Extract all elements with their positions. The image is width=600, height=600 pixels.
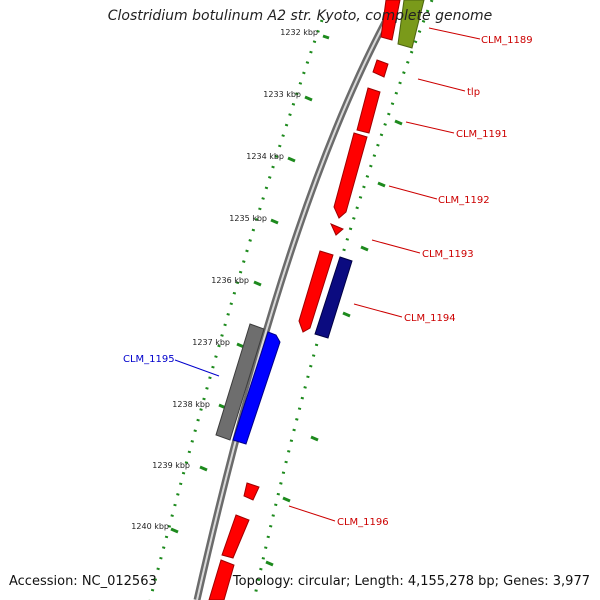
tick-mark [360, 245, 369, 252]
gene-arrow-tlp [372, 59, 389, 78]
gene-label: CLM_1194 [404, 313, 456, 324]
tick-mark [199, 465, 208, 472]
tick-mark [310, 435, 319, 442]
gene-arrow [298, 250, 334, 333]
gene-labels: CLM_1189 tlp CLM_1191 CLM_1192 CLM_1193 … [123, 35, 533, 528]
tick-mark [394, 119, 403, 126]
kbp-label: 1240 kbp [131, 522, 169, 531]
accession-text: Accession: NC_012563 [9, 574, 157, 589]
kbp-label: 1239 kbp [152, 461, 190, 470]
kbp-labels: 1232 kbp 1233 kbp 1234 kbp 1235 kbp 1236… [131, 28, 318, 531]
tick-mark [377, 181, 386, 188]
gene-label: CLM_1196 [337, 517, 389, 528]
map-title-overlay: Clostridium botulinum A2 str. Kyoto, com… [107, 8, 493, 24]
kbp-label: 1233 kbp [263, 90, 301, 99]
gene-label: CLM_1192 [438, 195, 490, 206]
outer-ring-ticks [265, 119, 403, 567]
gene-arrow-clm-1191 [356, 87, 381, 134]
gene-label: CLM_1193 [422, 249, 474, 260]
gene-arrow-clm-1194 [314, 256, 353, 339]
gene-arrow-clm-1195 [232, 331, 281, 445]
leader-line [371, 239, 421, 254]
gene-label: CLM_1195 [123, 354, 175, 365]
leader-line [388, 185, 438, 200]
tick-ring-inner [148, 19, 324, 600]
kbp-label: 1238 kbp [172, 400, 210, 409]
tick-mark [282, 496, 291, 503]
leader-line [174, 359, 220, 377]
kbp-tick-marks [170, 34, 330, 534]
gene-arrow [208, 559, 235, 600]
gene-arrow-clm-1193 [330, 223, 344, 236]
leader-line [353, 303, 403, 318]
leader-line [417, 78, 466, 92]
genome-summary-text: Topology: circular; Length: 4,155,278 bp… [232, 574, 590, 589]
genome-backbone [193, 0, 401, 600]
kbp-label: 1237 kbp [192, 338, 230, 347]
tick-mark [287, 156, 296, 163]
genes-outer [208, 0, 425, 600]
gene-arrow-gray [215, 323, 265, 441]
kbp-label: 1232 kbp [280, 28, 318, 37]
leader-lines [174, 27, 481, 522]
leader-line [428, 27, 481, 40]
kbp-label: 1234 kbp [246, 152, 284, 161]
leader-line [288, 505, 336, 522]
gene-label: CLM_1189 [481, 35, 533, 46]
kbp-label: 1235 kbp [229, 214, 267, 223]
genes-inner [215, 323, 281, 445]
gene-label: CLM_1191 [456, 129, 508, 140]
gene-arrow-clm-1192 [333, 132, 368, 219]
tick-mark [322, 34, 330, 40]
gene-arrow-clm-1189 [397, 0, 425, 49]
tick-mark [253, 280, 262, 287]
tick-mark [342, 311, 351, 318]
gene-arrow [221, 514, 250, 559]
gene-label: tlp [467, 87, 480, 98]
gene-arrow-clm-1196 [243, 482, 260, 501]
tick-mark [170, 527, 179, 534]
tick-mark [265, 560, 274, 567]
tick-mark [270, 218, 279, 225]
kbp-label: 1236 kbp [211, 276, 249, 285]
gene-arrow [380, 0, 401, 41]
tick-mark [304, 95, 313, 102]
leader-line [405, 121, 455, 134]
